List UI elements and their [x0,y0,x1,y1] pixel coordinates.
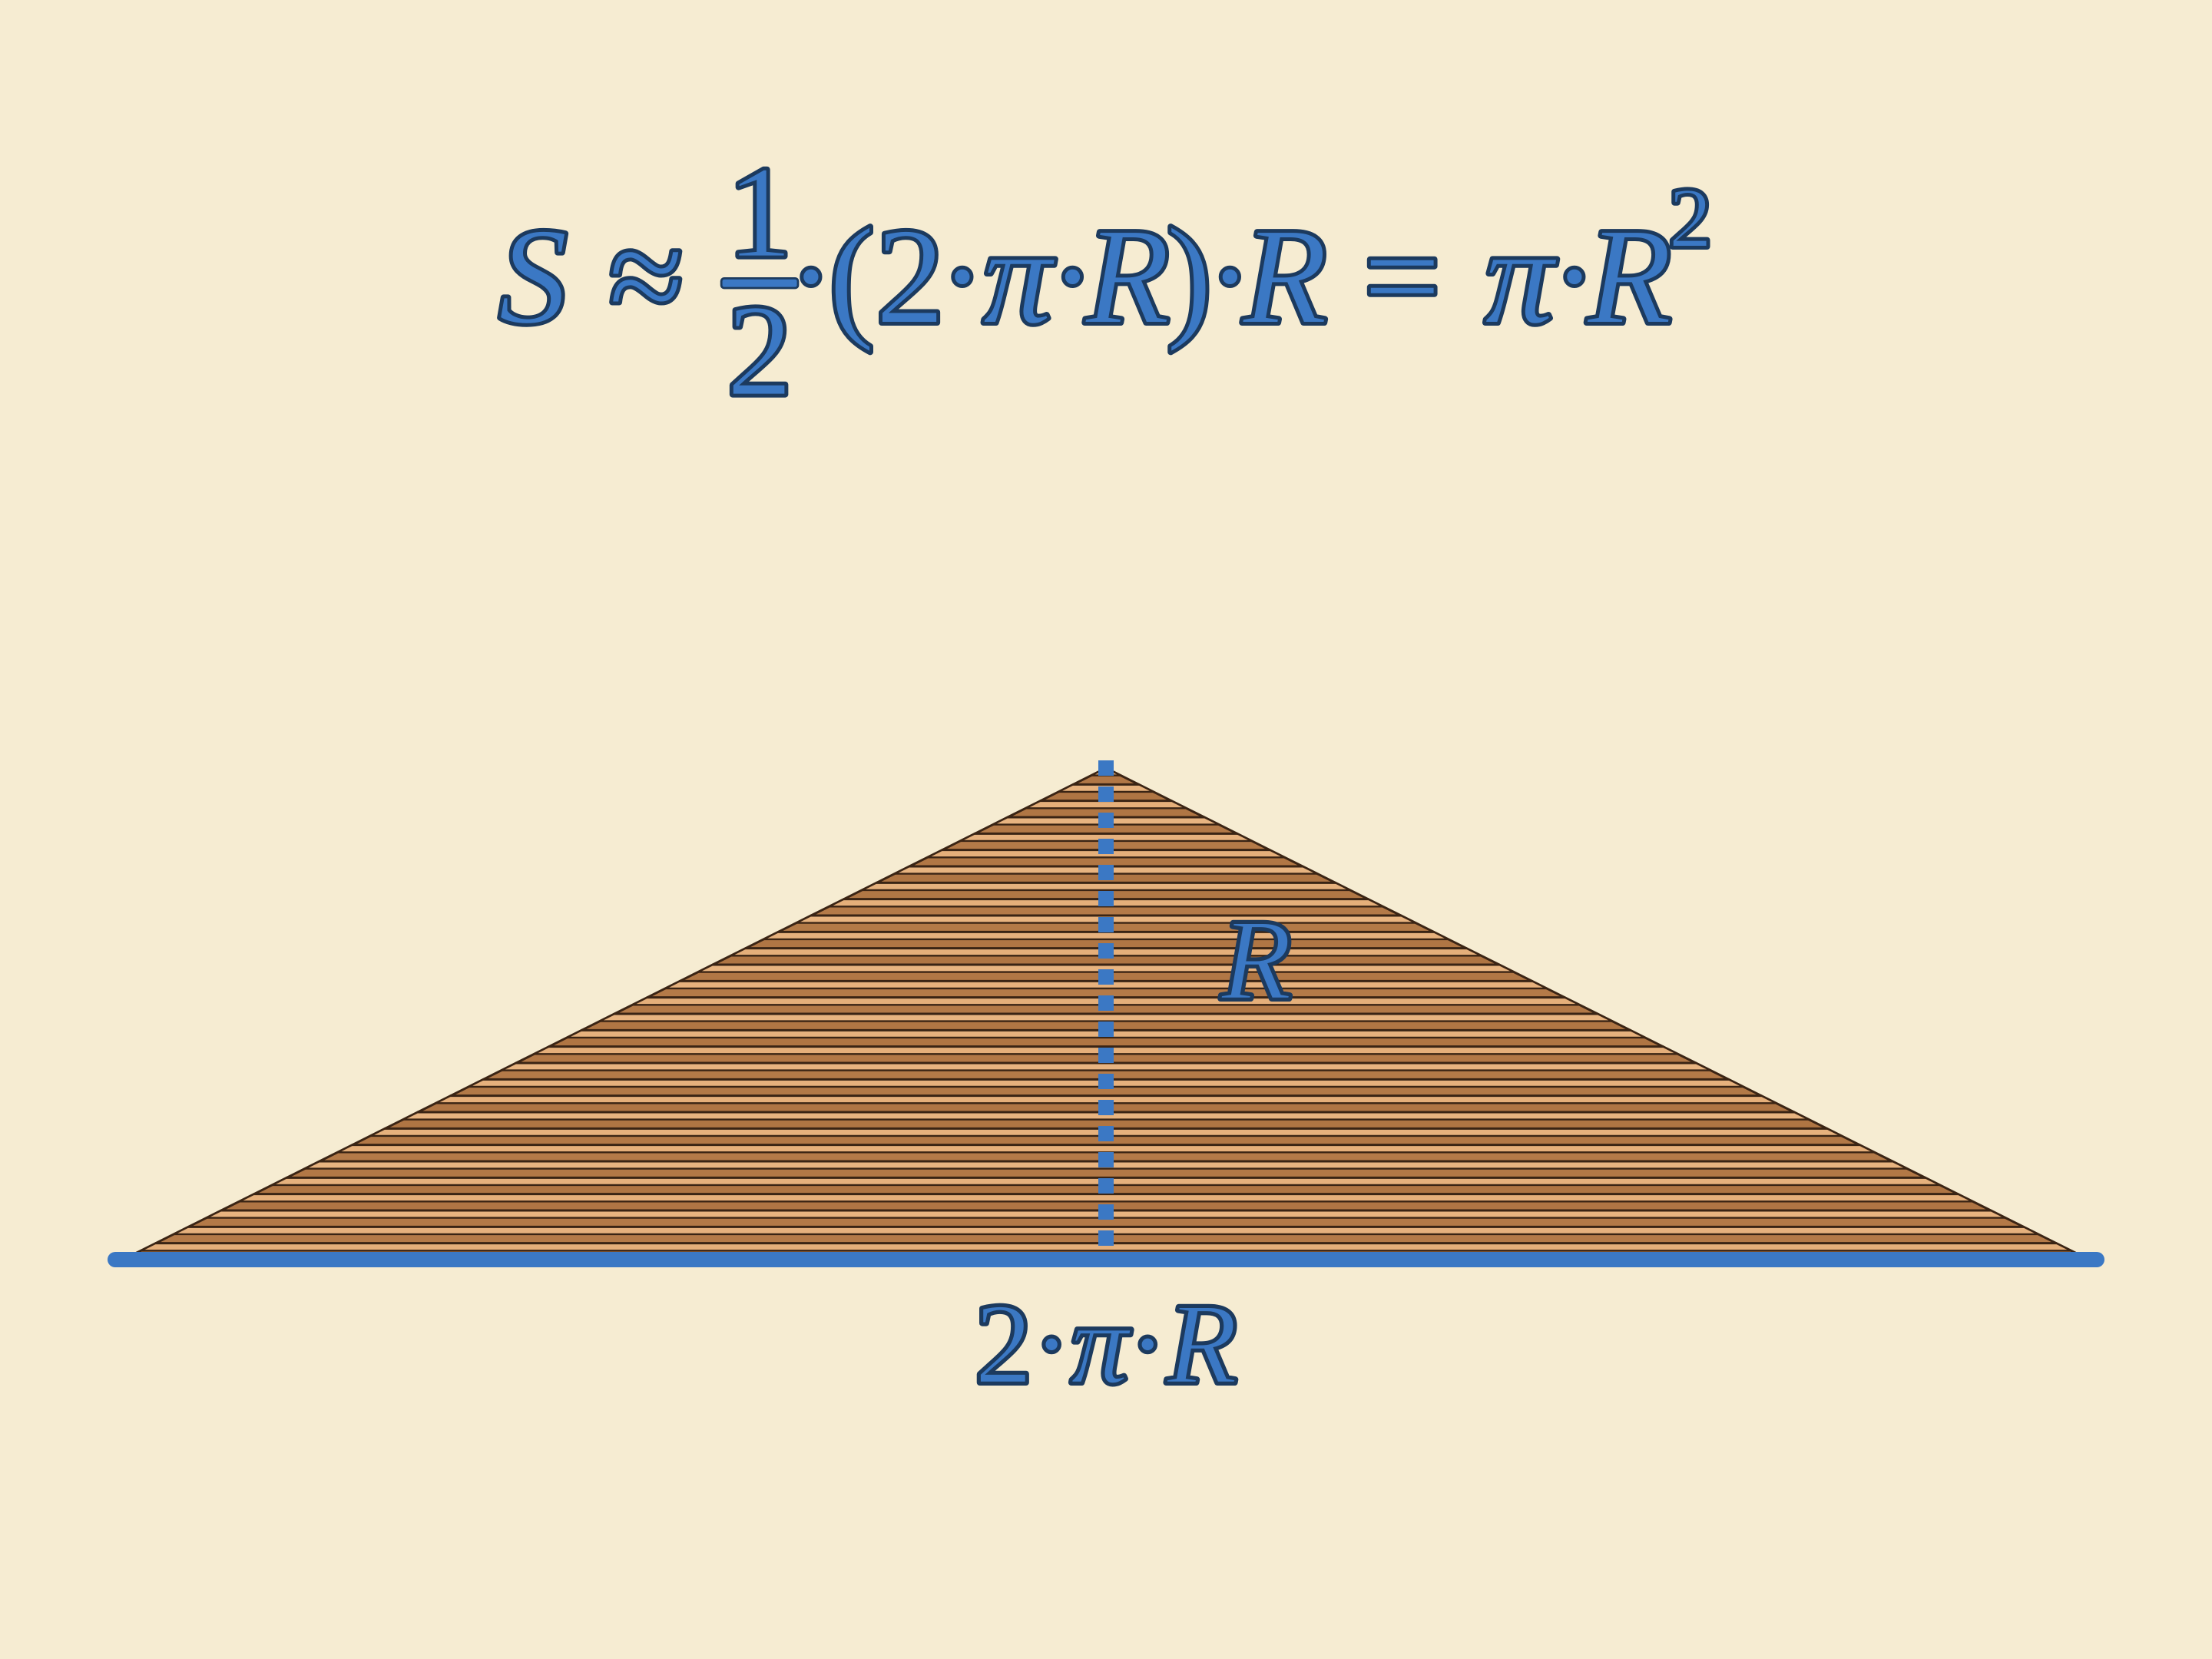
formula-glyph: ≈ [608,200,684,353]
formula-glyph: R [1084,200,1170,353]
formula-glyph: ) [1166,200,1212,353]
formula-frac-num: 1 [727,140,793,285]
base-label-fill: 2·π·R [975,1280,1237,1408]
formula-glyph: · [939,200,985,353]
formula-sup: 2 [1669,171,1712,266]
height-label-fill: R [1220,896,1292,1024]
formula-glyph: R [1587,200,1672,353]
formula-glyph: ( [829,200,875,353]
diagram-stage: RR2·π·R2·π·RSS≈≈1122··((22··ππ··RR))··RR… [0,0,2212,1659]
base-label: 2·π·R2·π·R [975,1280,1237,1408]
formula-glyph: π [1485,200,1558,353]
formula-glyph: S [498,200,568,353]
formula-glyph: π [983,200,1056,353]
formula-glyph: R [1242,200,1327,353]
formula-frac-bar [721,278,798,288]
height-label: RR [1220,896,1292,1024]
formula-frac-den: 2 [727,278,793,423]
formula-glyph: · [788,200,834,353]
formula-glyph: 2 [876,200,945,353]
formula-glyph: = [1363,200,1442,353]
